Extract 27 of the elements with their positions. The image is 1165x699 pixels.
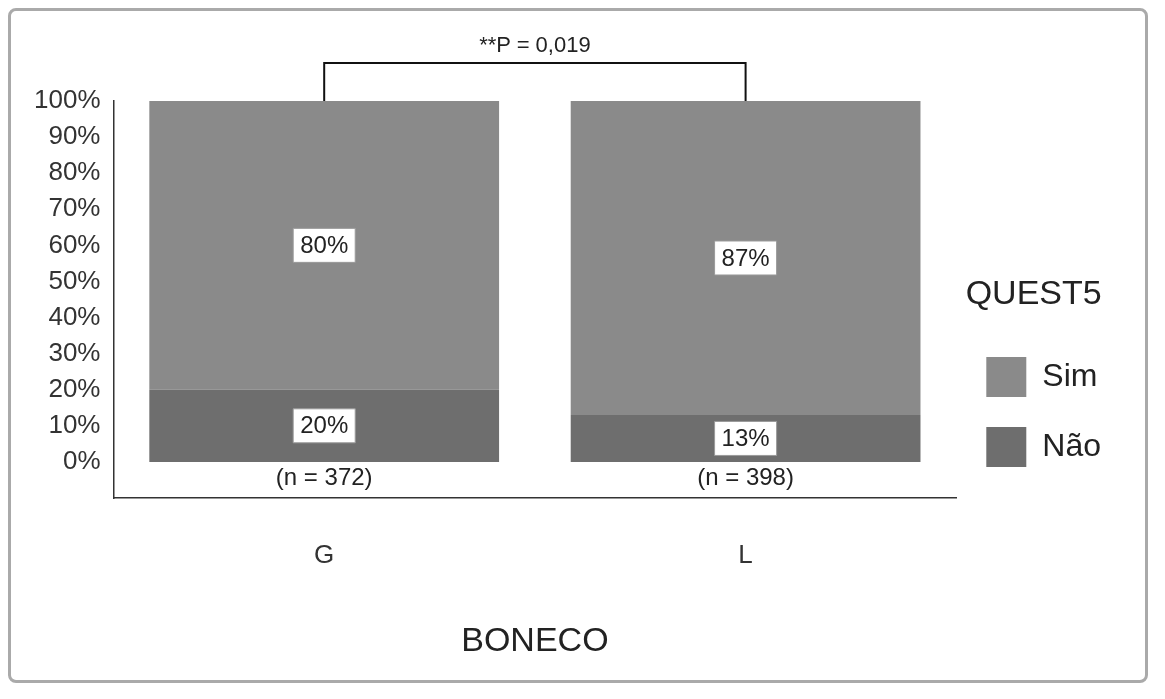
legend-title: QUEST5 — [965, 273, 1102, 312]
y-tick-label: 100% — [34, 84, 101, 115]
bar — [570, 101, 921, 415]
y-tick-label: 20% — [48, 372, 101, 403]
y-tick-label: 30% — [48, 336, 101, 367]
data-label: 13% — [721, 424, 770, 452]
legend-label: Não — [1042, 426, 1101, 463]
y-tick-label: 80% — [48, 156, 101, 187]
annotation: (n = 372) — [275, 462, 373, 490]
y-tick-label: 50% — [48, 264, 101, 295]
bar — [149, 389, 500, 462]
y-tick-label: 70% — [48, 192, 101, 223]
x-tick-label: L — [738, 538, 753, 569]
y-tick-label: 60% — [48, 228, 101, 259]
y-tick-label: 0% — [62, 445, 101, 476]
x-axis-title: BONECO — [461, 619, 609, 658]
data-label: 20% — [300, 411, 349, 439]
y-tick-label: 10% — [48, 408, 101, 439]
x-tick-label: G — [314, 538, 335, 569]
text: **P = 0,019 — [479, 32, 591, 58]
legend-label: Sim — [1042, 356, 1098, 393]
y-tick-label: 90% — [48, 120, 101, 151]
y-tick-label: 40% — [48, 300, 101, 331]
data-label: 80% — [300, 230, 349, 258]
bar — [149, 101, 500, 390]
data-label: 87% — [721, 243, 770, 271]
annotation: (n = 398) — [697, 462, 794, 490]
